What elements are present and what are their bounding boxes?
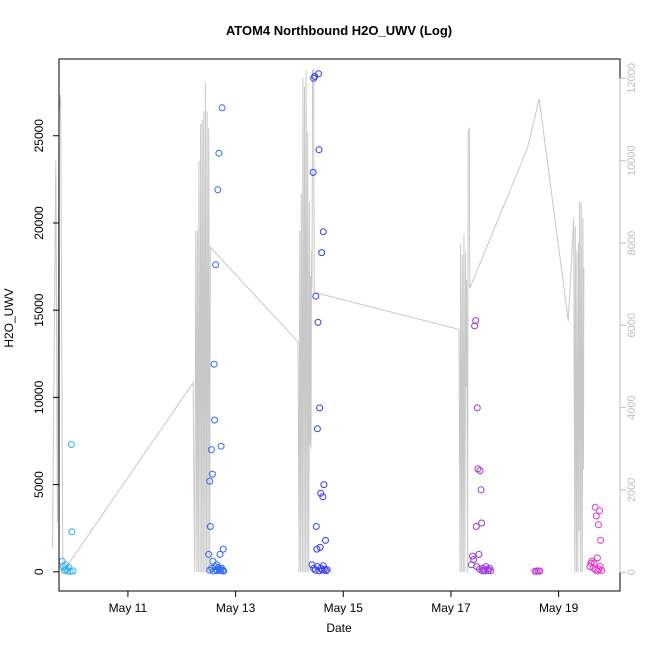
- data-point: [320, 565, 328, 573]
- x-tick-label: May 11: [109, 601, 148, 615]
- data-point: [476, 467, 484, 475]
- data-point: [597, 536, 605, 544]
- x-tick-label: May 17: [431, 601, 471, 615]
- y-tick-label: 25000: [32, 119, 46, 153]
- data-point: [214, 186, 222, 194]
- data-point: [478, 519, 486, 527]
- data-point: [219, 545, 227, 553]
- data-point: [591, 503, 599, 511]
- y-tick-label: 10000: [32, 380, 46, 414]
- data-point: [317, 489, 325, 497]
- data-point: [315, 146, 323, 154]
- data-point: [218, 104, 226, 112]
- data-point: [206, 566, 214, 574]
- data-point: [318, 249, 326, 257]
- y2-tick-label: 2000: [626, 478, 638, 502]
- plot-frame: [58, 58, 621, 592]
- y-tick-label: 15000: [32, 293, 46, 327]
- data-point: [594, 567, 602, 575]
- data-point: [309, 168, 317, 176]
- x-tick-label: May 19: [539, 601, 579, 615]
- data-point: [475, 550, 483, 558]
- series-line-layer: [52, 69, 585, 574]
- y-tick-label: 5000: [32, 471, 46, 498]
- data-point: [64, 567, 72, 575]
- data-point: [472, 317, 480, 325]
- data-point: [216, 550, 224, 558]
- data-point: [314, 318, 322, 326]
- data-point: [69, 567, 77, 575]
- data-point: [478, 567, 486, 575]
- x-axis-label: Date: [326, 621, 352, 635]
- data-point: [590, 559, 598, 567]
- data-point: [323, 566, 331, 574]
- secondary-series-line: [52, 69, 585, 574]
- data-point: [210, 360, 218, 368]
- y-axis-right: 0 2000 4000 6000 8000 10000 12000: [619, 63, 638, 575]
- data-point: [595, 521, 602, 529]
- y-axis-label: H2O_UWV: [2, 288, 16, 347]
- data-point: [596, 507, 603, 515]
- x-axis: May 11 May 13 May 15 May 17 May 19: [109, 591, 579, 615]
- data-point: [66, 567, 74, 575]
- y-tick-label: 20000: [32, 206, 46, 240]
- y2-tick-label: 4000: [626, 395, 638, 419]
- data-point: [312, 523, 320, 530]
- data-point: [316, 543, 324, 551]
- data-point: [215, 149, 223, 157]
- data-point: [592, 512, 600, 520]
- data-point: [316, 404, 324, 412]
- data-point: [598, 566, 606, 574]
- data-point: [319, 228, 327, 236]
- chart-title: ATOM4 Northbound H2O_UWV (Log): [226, 23, 452, 38]
- data-point: [471, 322, 479, 330]
- data-point: [313, 425, 321, 433]
- data-point: [473, 404, 481, 412]
- data-point: [469, 552, 476, 560]
- data-point: [588, 557, 596, 565]
- y2-tick-label: 0: [626, 569, 638, 575]
- data-point: [472, 523, 480, 530]
- data-point: [207, 446, 215, 454]
- data-point: [219, 566, 227, 574]
- series-points-layer: [58, 70, 606, 575]
- data-point: [596, 563, 604, 571]
- data-point: [470, 556, 478, 564]
- data-point: [68, 528, 76, 536]
- data-point: [315, 70, 322, 78]
- y-axis-left: 0 5000 10000 15000 20000 25000: [32, 119, 59, 575]
- y-tick-label: 0: [32, 568, 46, 575]
- data-point: [208, 470, 216, 478]
- data-point: [536, 567, 544, 575]
- data-point: [320, 481, 328, 489]
- data-point: [205, 550, 213, 558]
- data-point: [322, 536, 329, 544]
- y2-tick-label: 8000: [626, 231, 638, 255]
- data-point: [212, 261, 220, 269]
- data-point: [322, 567, 330, 575]
- data-point: [474, 465, 482, 473]
- data-point: [67, 441, 75, 448]
- y2-tick-label: 12000: [626, 63, 638, 94]
- data-point: [487, 567, 495, 575]
- data-point: [65, 564, 73, 571]
- x-tick-label: May 13: [216, 601, 256, 615]
- data-point: [477, 486, 485, 494]
- data-point: [206, 523, 214, 530]
- y2-tick-label: 6000: [626, 313, 638, 337]
- data-point: [220, 567, 228, 575]
- data-point: [217, 442, 225, 450]
- x-tick-label: May 15: [324, 601, 364, 615]
- data-point: [211, 416, 219, 424]
- data-point: [206, 477, 214, 485]
- data-point: [319, 493, 327, 501]
- data-point: [593, 554, 601, 562]
- y2-tick-label: 10000: [626, 145, 638, 176]
- data-point: [312, 292, 320, 300]
